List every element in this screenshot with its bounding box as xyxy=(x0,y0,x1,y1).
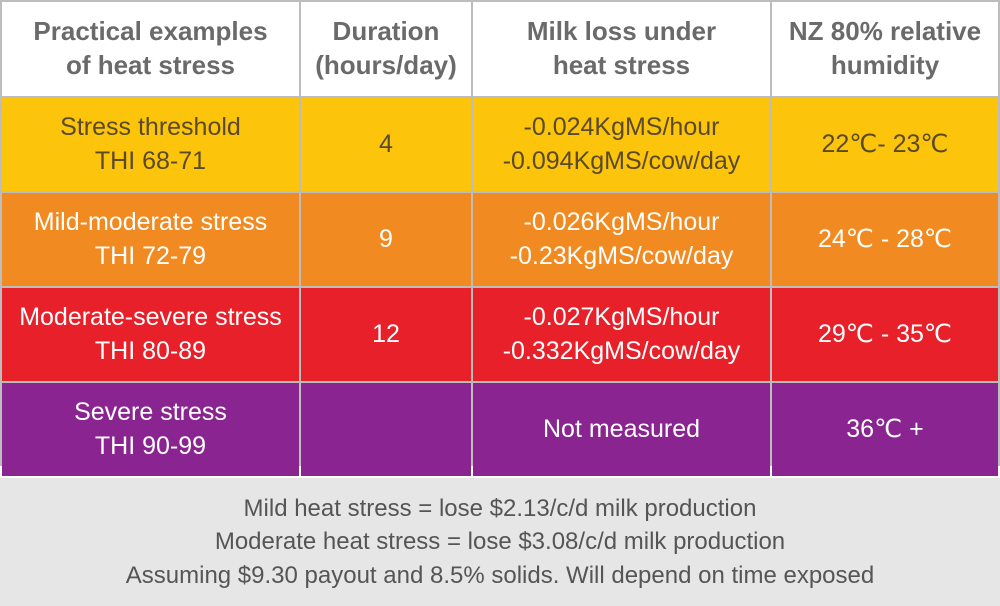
row-moderate-severe-example: Moderate-severe stress THI 80-89 xyxy=(2,288,299,381)
example-name: Stress threshold xyxy=(60,112,241,141)
row-severe-duration xyxy=(301,383,471,476)
example-thi: THI 72-79 xyxy=(94,241,207,270)
milk-loss-hour: -0.024KgMS/hour xyxy=(523,112,720,141)
milk-loss-day: -0.094KgMS/cow/day xyxy=(502,146,741,175)
row-stress-threshold-milk-loss: -0.024KgMS/hour -0.094KgMS/cow/day xyxy=(473,98,770,191)
row-moderate-severe-milk-loss: -0.027KgMS/hour -0.332KgMS/cow/day xyxy=(473,288,770,381)
header-humidity: NZ 80% relative humidity xyxy=(772,2,998,96)
header-line: Duration xyxy=(332,16,440,47)
footer-line-assumption: Assuming $9.30 payout and 8.5% solids. W… xyxy=(125,561,875,589)
row-severe-example: Severe stress THI 90-99 xyxy=(2,383,299,476)
row-stress-threshold-duration: 4 xyxy=(301,98,471,191)
heat-stress-table: Practical examples of heat stress Durati… xyxy=(0,0,1000,476)
milk-loss-day: -0.332KgMS/cow/day xyxy=(502,336,741,365)
row-mild-moderate-milk-loss: -0.026KgMS/hour -0.23KgMS/cow/day xyxy=(473,193,770,286)
milk-loss-note: Not measured xyxy=(542,414,701,443)
header-line: NZ 80% relative xyxy=(788,16,982,47)
row-stress-threshold-example: Stress threshold THI 68-71 xyxy=(2,98,299,191)
example-thi: THI 90-99 xyxy=(94,431,207,460)
header-line: heat stress xyxy=(552,50,691,80)
header-line: (hours/day) xyxy=(315,50,457,80)
header-line: Practical examples xyxy=(33,16,268,47)
row-severe-milk-loss: Not measured xyxy=(473,383,770,476)
example-thi: THI 80-89 xyxy=(94,336,207,365)
footer-line-moderate: Moderate heat stress = lose $3.08/c/d mi… xyxy=(214,528,786,556)
example-name: Moderate-severe stress xyxy=(19,302,282,331)
milk-loss-day: -0.23KgMS/cow/day xyxy=(509,241,734,270)
example-name: Severe stress xyxy=(74,397,227,426)
row-mild-moderate-duration: 9 xyxy=(301,193,471,286)
example-thi: THI 68-71 xyxy=(94,146,207,175)
row-moderate-severe-duration: 12 xyxy=(301,288,471,381)
milk-loss-hour: -0.026KgMS/hour xyxy=(523,207,720,236)
header-milk-loss: Milk loss under heat stress xyxy=(473,2,770,96)
row-mild-moderate-example: Mild-moderate stress THI 72-79 xyxy=(2,193,299,286)
example-name: Mild-moderate stress xyxy=(33,207,268,236)
header-practical-examples: Practical examples of heat stress xyxy=(2,2,299,96)
footer-notes: Mild heat stress = lose $2.13/c/d milk p… xyxy=(0,478,1000,606)
milk-loss-hour: -0.027KgMS/hour xyxy=(523,302,720,331)
header-line: of heat stress xyxy=(65,50,236,80)
header-line: Milk loss under xyxy=(526,16,717,47)
row-stress-threshold-temperature: 22℃- 23℃ xyxy=(772,98,998,191)
footer-line-mild: Mild heat stress = lose $2.13/c/d milk p… xyxy=(243,494,757,522)
row-mild-moderate-temperature: 24℃ - 28℃ xyxy=(772,193,998,286)
row-moderate-severe-temperature: 29℃ - 35℃ xyxy=(772,288,998,381)
header-line: humidity xyxy=(830,50,940,80)
row-severe-temperature: 36℃ + xyxy=(772,383,998,476)
header-duration: Duration (hours/day) xyxy=(301,2,471,96)
